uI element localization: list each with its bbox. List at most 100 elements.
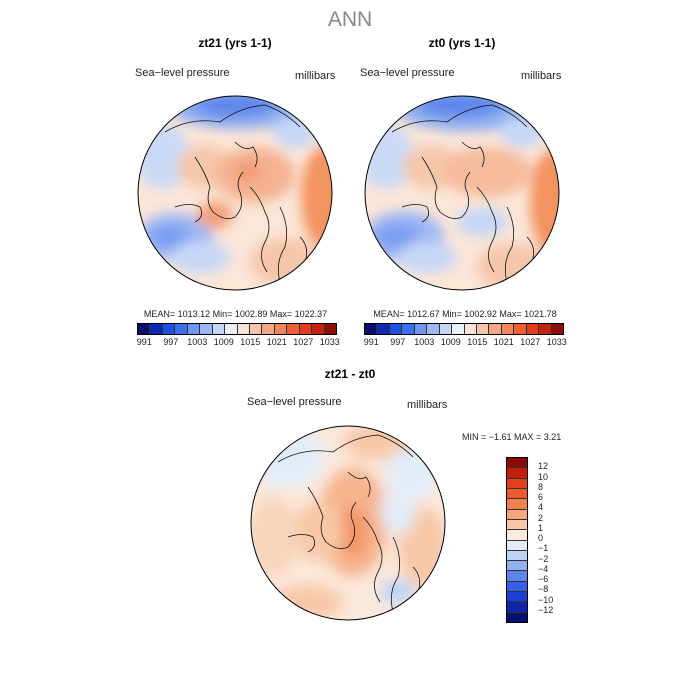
colorbar-swatch [324, 324, 336, 334]
panel-zt0-title: zt0 (yrs 1-1) [428, 36, 496, 50]
panel-zt0-stats: MEAN= 1012.67 Min= 1002.92 Max= 1021.78 [373, 309, 557, 319]
colorbar-swatch [507, 561, 527, 572]
colorbar-swatch [507, 581, 527, 593]
colorbar-swatch [507, 509, 527, 520]
colorbar-swatch [452, 324, 465, 334]
colorbar-tick-label: 6 [538, 492, 544, 502]
colorbar-swatch [501, 324, 515, 334]
colorbar-tick-label: 1033 [319, 337, 340, 347]
panel-diff-polar-map [250, 425, 446, 621]
colorbar-tick-label: 1027 [293, 337, 314, 347]
colorbar-tick-label: 4 [538, 502, 544, 513]
colorbar-swatch [514, 324, 527, 334]
colorbar-swatch [526, 324, 540, 334]
colorbar-swatch [162, 324, 176, 334]
colorbar-swatch [507, 592, 527, 603]
colorbar-swatch [476, 324, 490, 334]
colorbar-swatch [439, 324, 453, 334]
colorbar-swatch [427, 324, 440, 334]
colorbar-swatch [175, 324, 188, 334]
colorbar-swatch [489, 324, 502, 334]
colorbar-tick-label: 1027 [520, 337, 541, 347]
figure-title: ANN [327, 8, 373, 31]
panel-diff-units-label: millibars [407, 399, 448, 411]
colorbar-tick-label: 1021 [266, 337, 287, 347]
colorbar-tick-label: −10 [538, 594, 554, 605]
colorbar-swatch [507, 530, 527, 541]
colorbar-tick-label: 1009 [440, 337, 461, 347]
panel-zt0-colorbar-ticks: 991 997 1003 1009 1015 1021 1027 1033 [358, 337, 570, 347]
colorbar-swatch [507, 468, 527, 479]
colorbar-swatch [200, 324, 213, 334]
colorbar-swatch [507, 612, 527, 622]
colorbar-tick-label: 1033 [546, 337, 567, 347]
panel-diff-colorbar-ticks: 12 10 8 6 4 2 1 0 −1 −2 −4 −6 −8 −10 −12 [538, 457, 578, 621]
colorbar-tick-label: −8 [538, 584, 549, 595]
colorbar-swatch [414, 324, 428, 334]
colorbar-tick-label: 1015 [467, 337, 488, 347]
colorbar-tick-label: 0 [538, 533, 544, 543]
colorbar-tick-label: 10 [538, 471, 549, 482]
colorbar-swatch [507, 458, 527, 469]
colorbar-swatch [507, 550, 527, 562]
colorbar-swatch [212, 324, 226, 334]
panel-zt21-title: zt21 (yrs 1-1) [198, 36, 272, 50]
panel-diff-stats: MIN = −1.61 MAX = 3.21 [462, 432, 562, 442]
colorbar-swatch [402, 324, 415, 334]
colorbar-tick-label: 8 [538, 481, 544, 492]
panel-diff-colorbar [506, 457, 528, 623]
colorbar-swatch [507, 478, 527, 489]
colorbar-tick-label: −12 [538, 604, 554, 615]
panel-zt21-colorbar: 991 997 1003 1009 1015 1021 1027 1033 [137, 323, 340, 347]
colorbar-swatch [389, 324, 403, 334]
panel-diff-title: zt21 - zt0 [324, 367, 376, 381]
panel-zt21-stats: MEAN= 1013.12 Min= 1002.89 Max= 1022.37 [143, 309, 328, 319]
colorbar-swatch [551, 324, 563, 334]
colorbar-swatch [507, 499, 527, 510]
colorbar-tick-label: 991 [136, 337, 152, 347]
colorbar-swatch [237, 324, 250, 334]
panel-zt21-units-label: millibars [295, 70, 336, 82]
colorbar-swatch [225, 324, 238, 334]
colorbar-swatch [507, 540, 527, 551]
colorbar-tick-label: 991 [363, 337, 379, 347]
colorbar-tick-label: 1 [538, 522, 544, 533]
panel-diff-variable-label: Sea−level pressure [247, 396, 342, 408]
panel-zt0-colorbar-swatches [364, 323, 564, 335]
colorbar-tick-label: 997 [163, 337, 179, 347]
panel-zt21-colorbar-ticks: 991 997 1003 1009 1015 1021 1027 1033 [131, 337, 343, 347]
colorbar-swatch [464, 324, 477, 334]
colorbar-swatch [377, 324, 390, 334]
colorbar-swatch [507, 602, 527, 613]
panel-zt0-polar-map [364, 95, 560, 291]
panel-zt21-polar-map [137, 95, 333, 291]
colorbar-swatch [287, 324, 300, 334]
panel-zt21-variable-label: Sea−level pressure [135, 67, 230, 79]
colorbar-swatch [150, 324, 163, 334]
colorbar-swatch [312, 324, 325, 334]
panel-zt21-colorbar-swatches [137, 323, 337, 335]
colorbar-swatch [274, 324, 288, 334]
colorbar-swatch [187, 324, 201, 334]
colorbar-swatch [299, 324, 313, 334]
colorbar-swatch [507, 571, 527, 582]
colorbar-tick-label: 1003 [187, 337, 208, 347]
colorbar-swatch [365, 324, 378, 334]
colorbar-swatch [262, 324, 275, 334]
colorbar-tick-label: 1009 [213, 337, 234, 347]
colorbar-tick-label: −2 [538, 553, 549, 564]
colorbar-tick-label: 1003 [414, 337, 435, 347]
colorbar-tick-label: 2 [538, 512, 544, 523]
panel-zt0-colorbar: 991 997 1003 1009 1015 1021 1027 1033 [364, 323, 567, 347]
colorbar-tick-label: −6 [538, 574, 549, 584]
colorbar-swatch [539, 324, 552, 334]
colorbar-tick-label: −1 [538, 543, 549, 554]
colorbar-tick-label: −4 [538, 563, 549, 574]
colorbar-tick-label: 997 [390, 337, 406, 347]
colorbar-swatch [507, 488, 527, 500]
colorbar-swatch [507, 519, 527, 531]
colorbar-tick-label: 1021 [493, 337, 514, 347]
colorbar-tick-label: 1015 [240, 337, 261, 347]
colorbar-tick-label: 12 [538, 461, 549, 472]
